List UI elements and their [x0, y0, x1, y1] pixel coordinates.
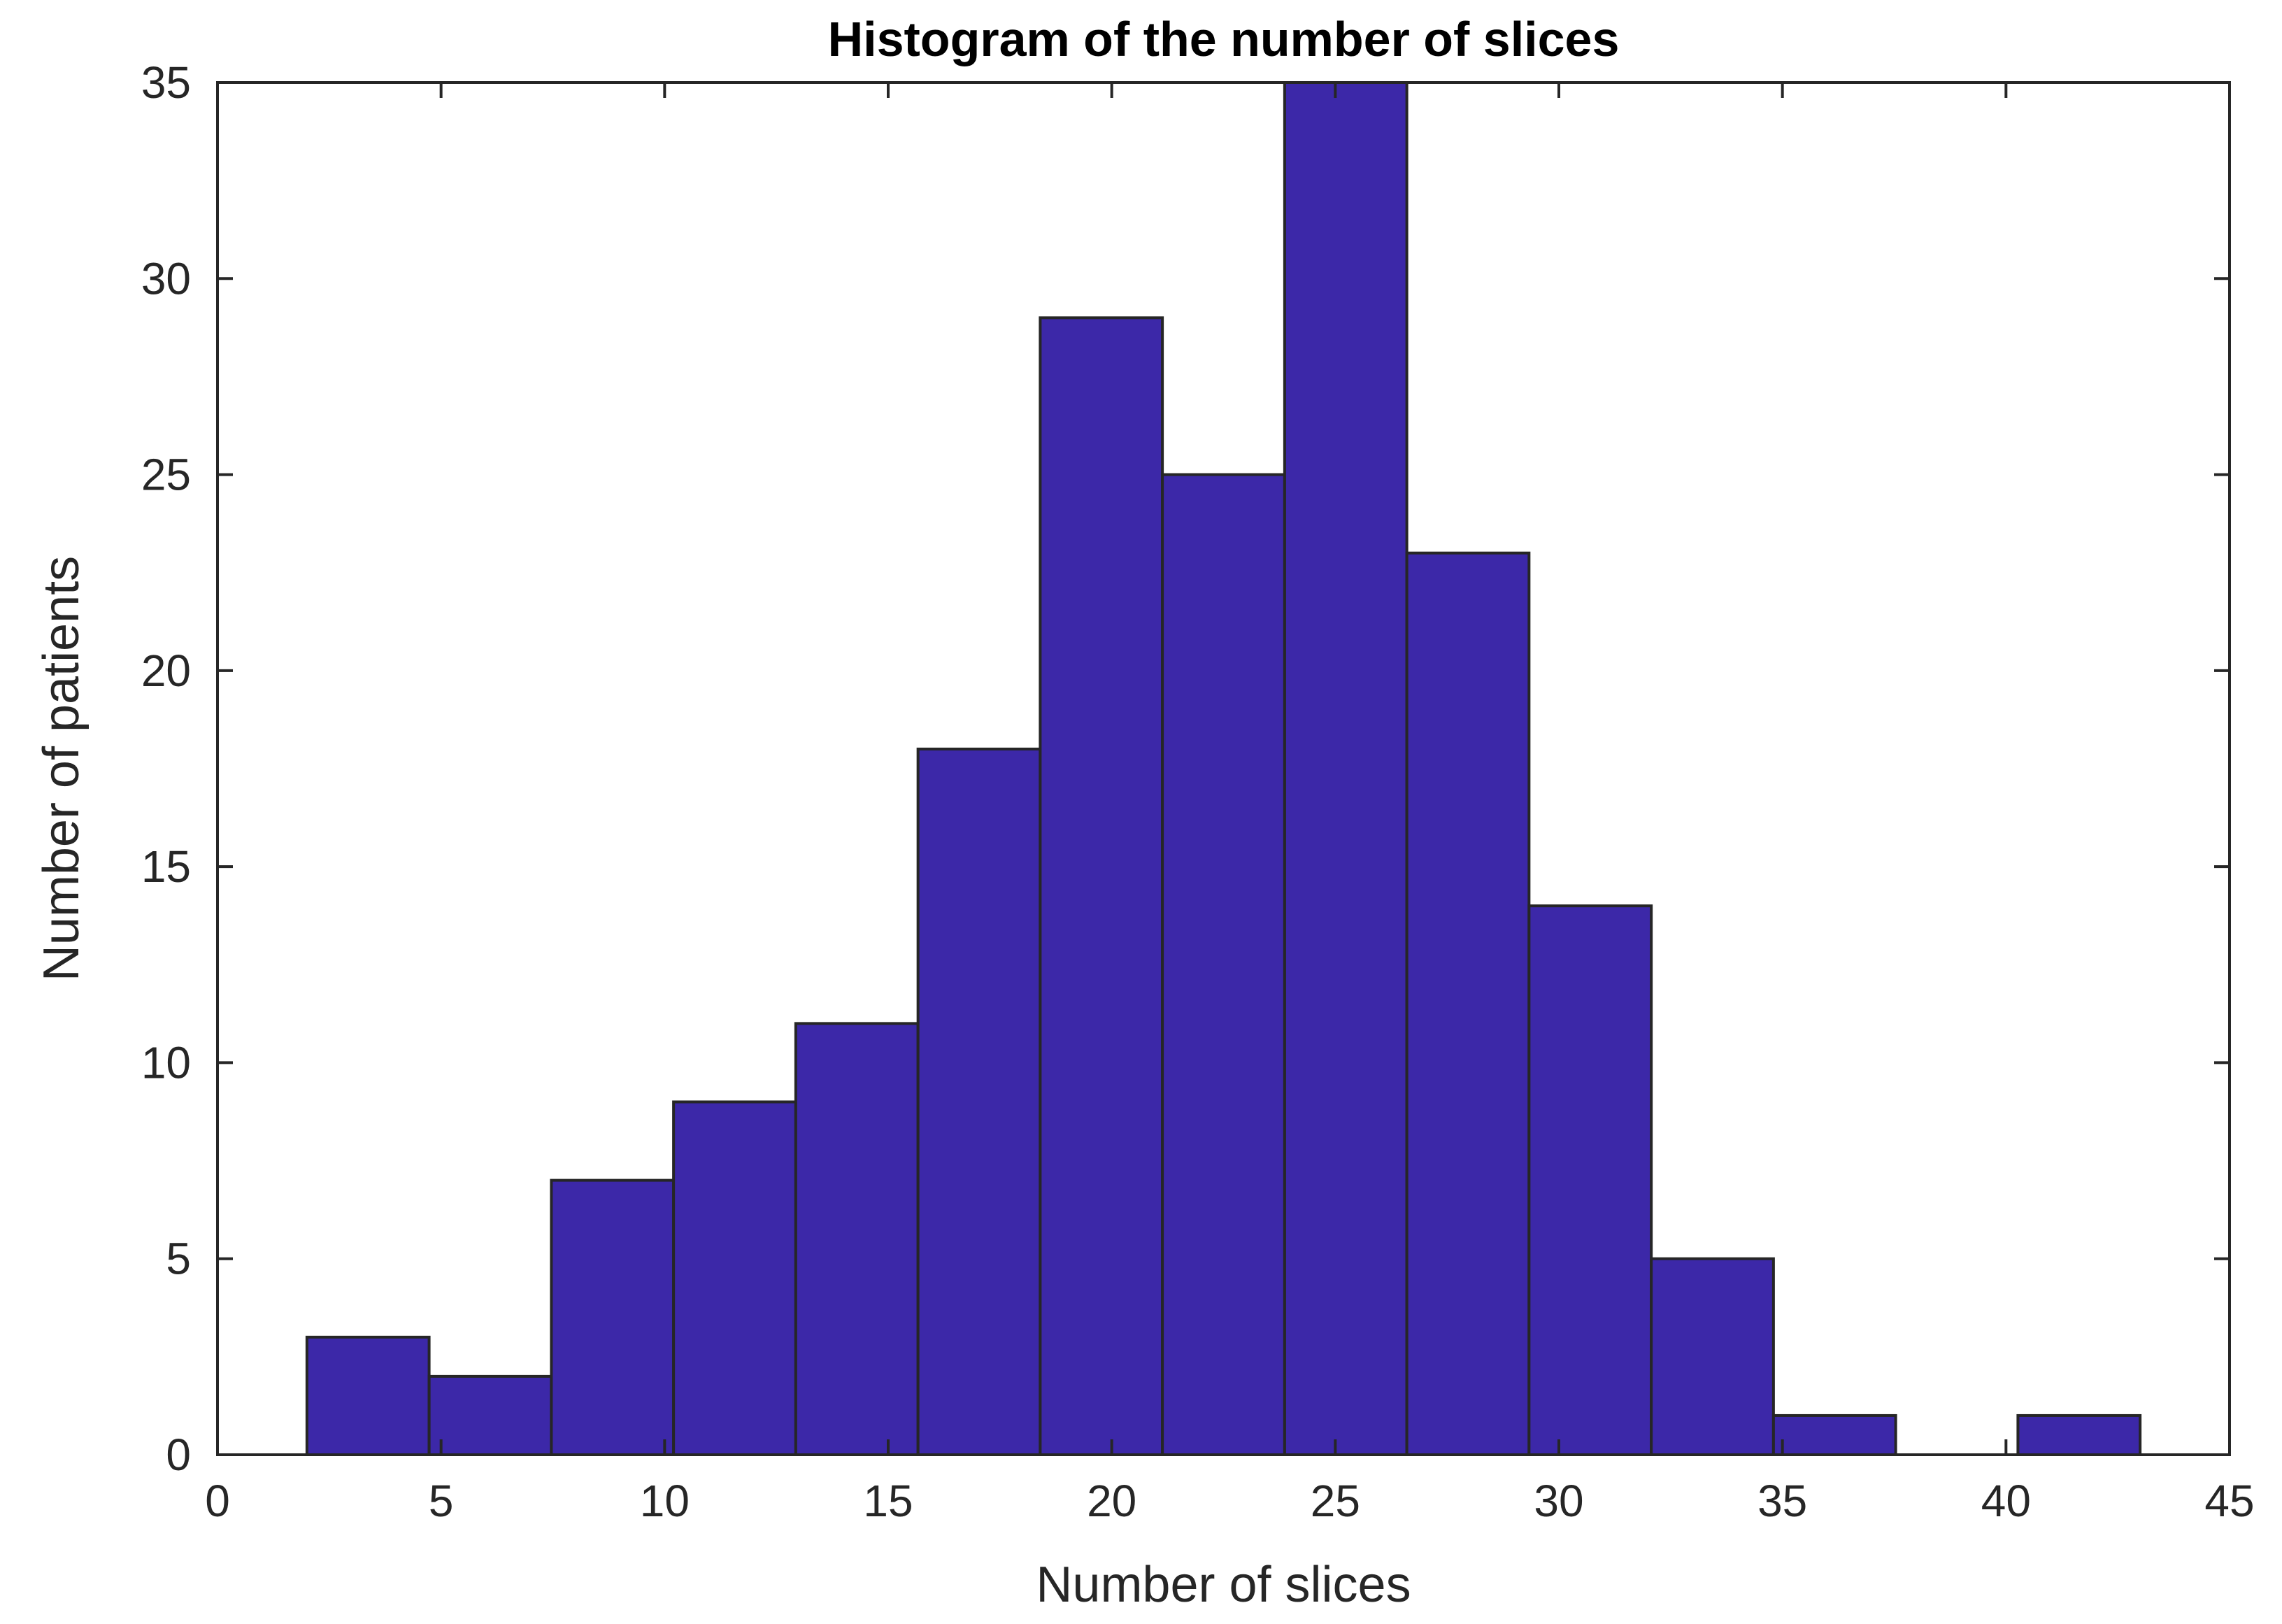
plot-frame — [216, 81, 2231, 1456]
histogram-bar — [1039, 316, 1164, 1456]
histogram-bar — [427, 1374, 553, 1457]
histogram-bar — [916, 747, 1042, 1456]
histogram-bar — [1527, 904, 1653, 1456]
x-tick-label: 25 — [1311, 1476, 1360, 1526]
y-tick-label: 30 — [141, 253, 191, 304]
tick-labels-layer: 0 5 10 15 20 25 30 35 40 45 0 5 10 15 20 25 30 35 — [141, 57, 2255, 1526]
y-tick-label: 35 — [141, 57, 191, 108]
histogram-bar — [550, 1178, 676, 1456]
x-tick-label: 30 — [1534, 1476, 1583, 1526]
y-tick-label: 25 — [141, 450, 191, 500]
x-tick-label: 35 — [1757, 1476, 1807, 1526]
bars-layer — [305, 81, 2142, 1457]
x-tick-label: 20 — [1087, 1476, 1136, 1526]
x-tick-label: 5 — [429, 1476, 454, 1526]
x-tick-label: 15 — [863, 1476, 913, 1526]
x-tick-label: 0 — [205, 1476, 230, 1526]
y-axis-label: Number of patients — [34, 556, 90, 981]
histogram-bar — [1161, 473, 1286, 1456]
histogram-bar — [1771, 1413, 1897, 1457]
x-tick-label: 40 — [1981, 1476, 2031, 1526]
y-tick-label: 20 — [141, 646, 191, 696]
histogram-bar — [1650, 1257, 1775, 1456]
histogram-bar — [1283, 81, 1409, 1456]
y-tick-label: 0 — [166, 1430, 191, 1480]
x-tick-label: 45 — [2204, 1476, 2254, 1526]
ticks-layer — [216, 81, 2231, 1456]
histogram-bar — [794, 1022, 920, 1457]
y-tick-label: 10 — [141, 1037, 191, 1088]
histogram-bar — [1405, 551, 1531, 1457]
histogram-bar — [305, 1335, 431, 1457]
histogram-bar — [672, 1100, 797, 1456]
x-tick-label: 10 — [640, 1476, 690, 1526]
histogram-bar — [2016, 1413, 2142, 1457]
y-tick-label: 5 — [166, 1234, 191, 1284]
y-tick-label: 15 — [141, 841, 191, 892]
x-axis-label: Number of slices — [1036, 1557, 1411, 1613]
chart-title: Histogram of the number of slices — [828, 12, 1620, 66]
